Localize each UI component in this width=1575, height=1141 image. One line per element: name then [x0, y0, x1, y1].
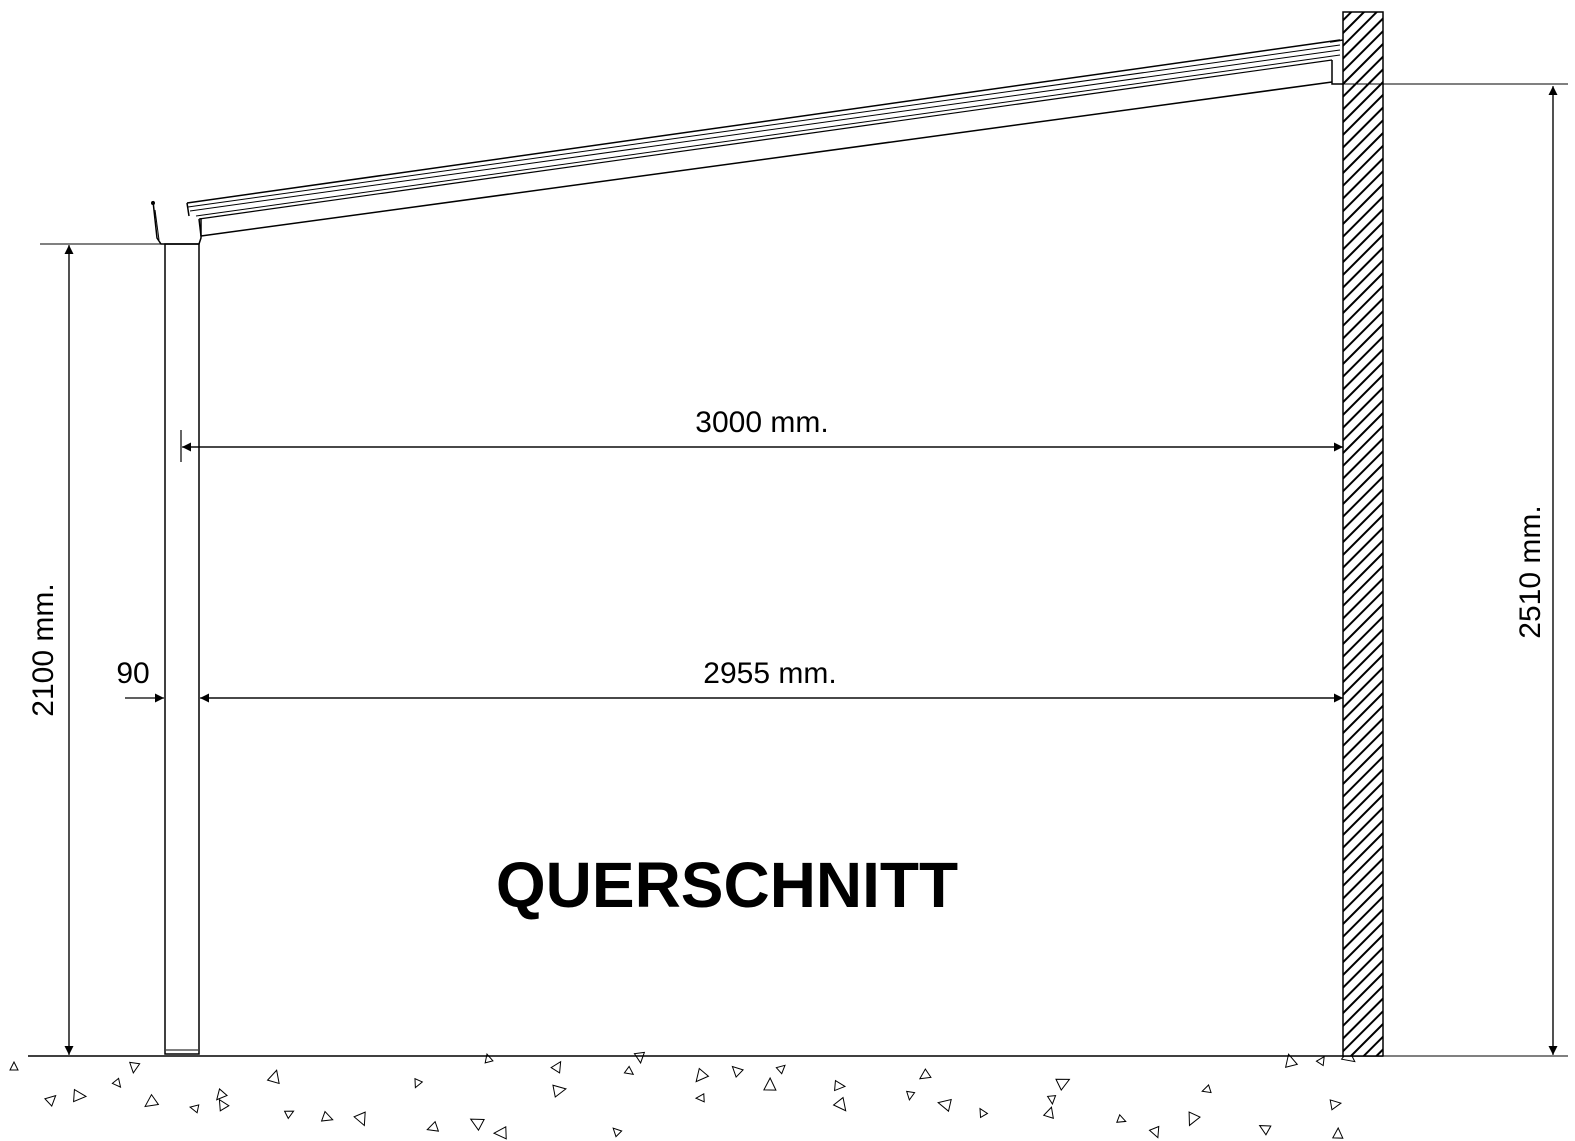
gravel-mark [492, 1125, 507, 1140]
ground-gravel-pattern [9, 1048, 1356, 1140]
gravel-mark [1315, 1055, 1325, 1067]
gutter [151, 200, 202, 245]
gravel-mark [918, 1068, 932, 1080]
gravel-mark [832, 1096, 847, 1112]
gravel-mark [731, 1065, 744, 1078]
gravel-mark [129, 1061, 141, 1075]
outer-span-label: 3000 mm. [695, 406, 828, 439]
gravel-mark [834, 1079, 847, 1092]
support-post [164, 243, 200, 1055]
gravel-mark [1046, 1095, 1057, 1106]
gravel-mark [1116, 1113, 1127, 1123]
gravel-mark [1188, 1111, 1201, 1127]
house-wall [1342, 11, 1384, 1057]
gravel-mark [979, 1107, 989, 1119]
gravel-mark [426, 1120, 440, 1132]
inner-span-label: 2955 mm. [703, 657, 836, 690]
gravel-mark [695, 1067, 710, 1083]
gravel-mark [283, 1110, 295, 1120]
gravel-mark [550, 1060, 562, 1074]
gravel-mark [633, 1051, 646, 1065]
gravel-mark [552, 1084, 567, 1098]
gravel-mark [44, 1094, 57, 1107]
gravel-mark [484, 1053, 494, 1064]
gravel-mark [73, 1088, 88, 1103]
gravel-mark [1201, 1084, 1212, 1094]
drawing-title: QUERSCHNITT [496, 849, 958, 921]
gravel-mark [188, 1104, 200, 1114]
gravel-mark [144, 1093, 160, 1108]
gravel-mark [623, 1065, 635, 1076]
gravel-mark [1148, 1125, 1160, 1139]
gravel-mark [9, 1060, 19, 1071]
gravel-mark [694, 1092, 705, 1103]
gravel-mark [1329, 1099, 1343, 1111]
gravel-mark [1284, 1053, 1299, 1068]
gravel-mark [1258, 1125, 1272, 1136]
gravel-mark [1332, 1126, 1344, 1139]
dimension-outer-span [180, 430, 1343, 462]
dimension-post-height [40, 243, 165, 1055]
gravel-mark [937, 1098, 952, 1113]
gravel-mark [1042, 1106, 1054, 1119]
gravel-mark [469, 1118, 485, 1132]
gravel-mark [320, 1110, 334, 1122]
wall-height-label: 2510 mm. [1514, 505, 1547, 638]
gravel-mark [414, 1077, 424, 1089]
gravel-mark [905, 1090, 916, 1102]
gravel-mark [1055, 1078, 1071, 1091]
gravel-mark [111, 1077, 122, 1088]
post-width-label: 90 [116, 657, 149, 690]
gravel-mark [353, 1111, 366, 1127]
gravel-mark [266, 1069, 280, 1085]
gravel-mark [612, 1127, 623, 1138]
gravel-mark [763, 1076, 777, 1091]
gravel-mark [775, 1064, 786, 1075]
post-height-label: 2100 mm. [27, 583, 60, 716]
gravel-mark [218, 1098, 230, 1112]
roof-profile [186, 39, 1344, 237]
dimension-wall-height [1343, 83, 1568, 1057]
gravel-mark [215, 1088, 228, 1101]
